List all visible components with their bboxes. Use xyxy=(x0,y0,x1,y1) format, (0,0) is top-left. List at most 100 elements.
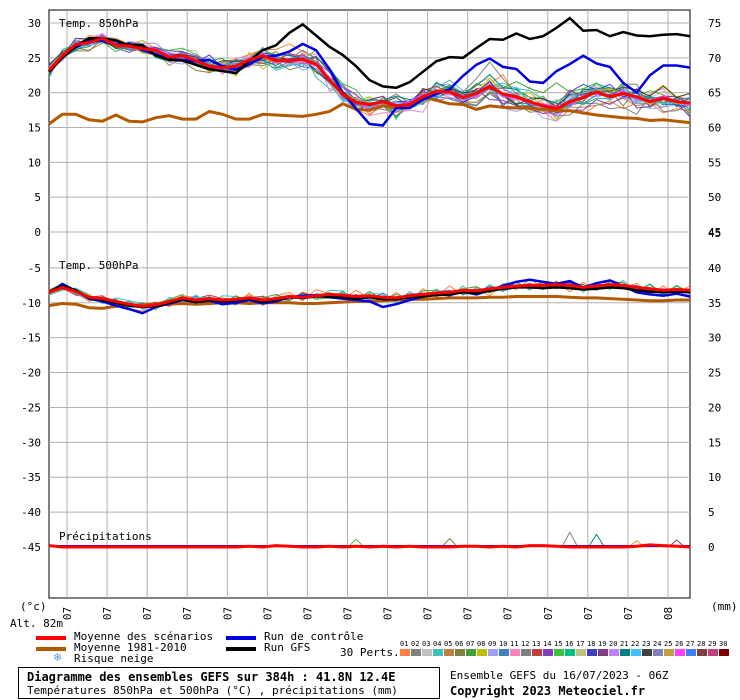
precip-perturbation-peak xyxy=(347,538,365,548)
t850-right-tick: 45 xyxy=(708,226,721,239)
pert-legend-number: 20 xyxy=(609,640,618,648)
t500-right-tick: 5 xyxy=(708,506,715,519)
legend-gfs-swatch xyxy=(226,647,256,651)
date-tick-label: 24/07 xyxy=(341,607,354,620)
t500-left-tick: -15 xyxy=(21,332,41,345)
t500-left-tick: -20 xyxy=(21,367,41,380)
pert-legend-item: 07 xyxy=(466,640,477,658)
panel-label-t850: Temp. 850hPa xyxy=(59,17,138,30)
pert-legend-number: 29 xyxy=(708,640,717,648)
pert-legend-number: 24 xyxy=(653,640,662,648)
pert-legend-item: 11 xyxy=(510,640,521,658)
t850-left-tick: 25 xyxy=(28,52,41,65)
legend-snow-label: Risque neige xyxy=(74,652,154,665)
pert-legend-number: 01 xyxy=(400,640,409,648)
pert-legend-item: 29 xyxy=(708,640,719,658)
t850-mean-line xyxy=(47,36,691,111)
footer-copyright: Copyright 2023 Meteociel.fr xyxy=(450,684,646,698)
left-unit-label: (°c) xyxy=(20,600,47,613)
precip-perturbation-peak xyxy=(441,537,458,548)
pert-legend-swatch xyxy=(543,649,553,656)
pert-legend-number: 27 xyxy=(686,640,695,648)
t500-left-tick: -5 xyxy=(28,262,41,275)
pert-legend-swatch xyxy=(576,649,586,656)
t500-right-tick: 30 xyxy=(708,332,721,345)
pert-legend-number: 17 xyxy=(576,640,585,648)
pert-legend-swatch xyxy=(455,649,465,656)
pert-legend-number: 04 xyxy=(433,640,442,648)
pert-legend-swatch xyxy=(631,649,641,656)
pert-legend-item: 03 xyxy=(422,640,433,658)
pert-legend-number: 07 xyxy=(466,640,475,648)
pert-legend-swatch xyxy=(510,649,520,656)
pert-legend-swatch xyxy=(411,649,421,656)
right-unit-label: (mm) xyxy=(711,600,738,613)
pert-legend-number: 06 xyxy=(455,640,464,648)
pert-legend-swatch xyxy=(466,649,476,656)
t850-left-tick: 5 xyxy=(34,191,41,204)
pert-legend-item: 30 xyxy=(719,640,730,658)
t850-right-tick: 70 xyxy=(708,52,721,65)
pert-legend-item: 28 xyxy=(697,640,708,658)
pert-legend-swatch xyxy=(642,649,652,656)
pert-legend-swatch xyxy=(609,649,619,656)
pert-legend-swatch xyxy=(697,649,707,656)
pert-legend-number: 16 xyxy=(565,640,574,648)
legend-mean-swatch xyxy=(36,636,66,640)
pert-legend-number: 12 xyxy=(521,640,530,648)
pert-legend-swatch xyxy=(719,649,729,656)
pert-legend-number: 10 xyxy=(499,640,508,648)
t500-perturbation-line xyxy=(48,279,691,311)
pert-legend-swatch xyxy=(708,649,718,656)
t850-left-tick: 20 xyxy=(28,87,41,100)
panel-label-precip: Précipitations xyxy=(59,530,152,543)
t850-left-tick: 15 xyxy=(28,122,41,135)
pert-legend-swatch xyxy=(444,649,454,656)
date-tick-label: 21/07 xyxy=(221,607,234,620)
pert-legend-number: 15 xyxy=(554,640,563,648)
pert-legend-item: 20 xyxy=(609,640,620,658)
pert-legend-swatch xyxy=(554,649,564,656)
t500-right-tick: 10 xyxy=(708,471,721,484)
pert-legend-number: 11 xyxy=(510,640,519,648)
t500-right-tick: 20 xyxy=(708,401,721,414)
pert-legend-item: 02 xyxy=(411,640,422,658)
t500-left-tick: -30 xyxy=(21,436,41,449)
altitude-label: Alt. 82m xyxy=(10,617,63,630)
pert-legend-swatch xyxy=(521,649,531,656)
t850-right-tick: 55 xyxy=(708,156,721,169)
date-tick-label: 23/07 xyxy=(301,607,314,620)
footer-run-info: Ensemble GEFS du 16/07/2023 - 06Z xyxy=(450,669,669,682)
t500-right-tick: 40 xyxy=(708,262,721,275)
precip-right-tick-top: 45 xyxy=(708,227,721,240)
pert-legend-swatch xyxy=(664,649,674,656)
t850-climate-line xyxy=(48,95,691,126)
t850-right-tick: 75 xyxy=(708,17,721,30)
pert-legend-swatch xyxy=(400,649,410,656)
t850-gfs-line xyxy=(48,16,691,90)
pert-legend-number: 26 xyxy=(675,640,684,648)
pert-legend-item: 04 xyxy=(433,640,444,658)
t500-left-tick: -10 xyxy=(21,297,41,310)
pert-legend-item: 08 xyxy=(477,640,488,658)
footer-title: Diagramme des ensembles GEFS sur 384h : … xyxy=(27,670,396,684)
footer-title-box: Diagramme des ensembles GEFS sur 384h : … xyxy=(18,667,440,699)
t500-left-tick: -35 xyxy=(21,471,41,484)
date-tick-label: 27/07 xyxy=(462,607,475,620)
pert-legend-number: 28 xyxy=(697,640,706,648)
t500-right-tick: 35 xyxy=(708,297,721,310)
pert-legend-swatch xyxy=(499,649,509,656)
legend-gfs-label: Run GFS xyxy=(264,641,311,654)
pert-legend-item: 12 xyxy=(521,640,532,658)
legend-climate-swatch xyxy=(36,647,66,651)
pert-legend-item: 26 xyxy=(675,640,686,658)
pert-legend-swatch xyxy=(587,649,597,656)
date-tick-label: 31/07 xyxy=(622,607,635,620)
pert-legend-swatch xyxy=(653,649,663,656)
date-tick-label: 19/07 xyxy=(141,607,154,620)
pert-legend-item: 18 xyxy=(587,640,598,658)
pert-legend-swatch xyxy=(686,649,696,656)
pert-legend-number: 30 xyxy=(719,640,728,648)
pert-legend-number: 21 xyxy=(620,640,629,648)
